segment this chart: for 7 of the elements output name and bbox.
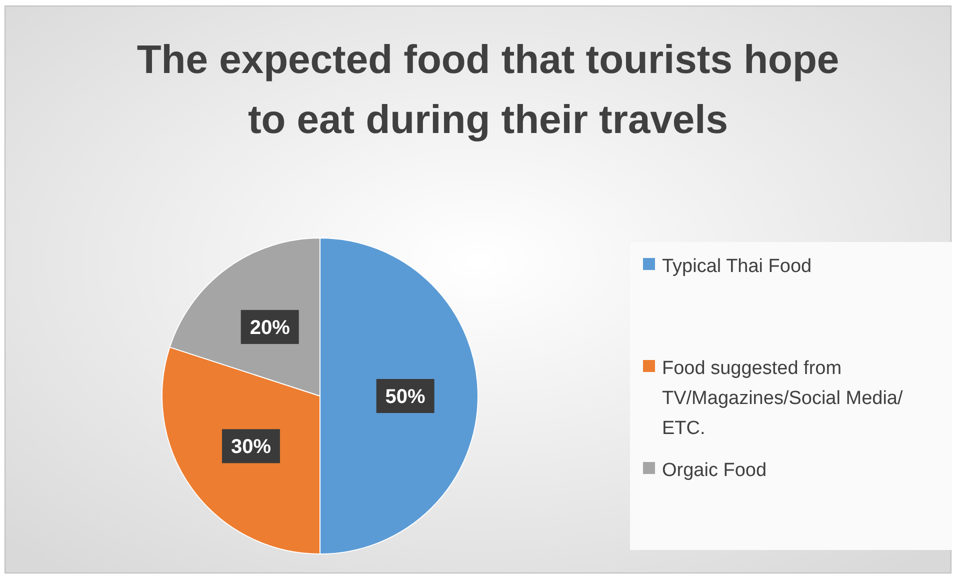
data-label: 20% (250, 316, 290, 339)
data-label: 30% (230, 436, 272, 458)
legend-label: Food suggested from TV/Magazines/Social Media/ ETC. (662, 358, 904, 439)
legend-label: Orgaic Food (662, 460, 767, 481)
data-label: 50% (385, 386, 426, 408)
chart-title: The expected food that tourists hope to eat during their travels (136, 38, 840, 142)
legend-label: Typical Thai Food (662, 256, 812, 277)
